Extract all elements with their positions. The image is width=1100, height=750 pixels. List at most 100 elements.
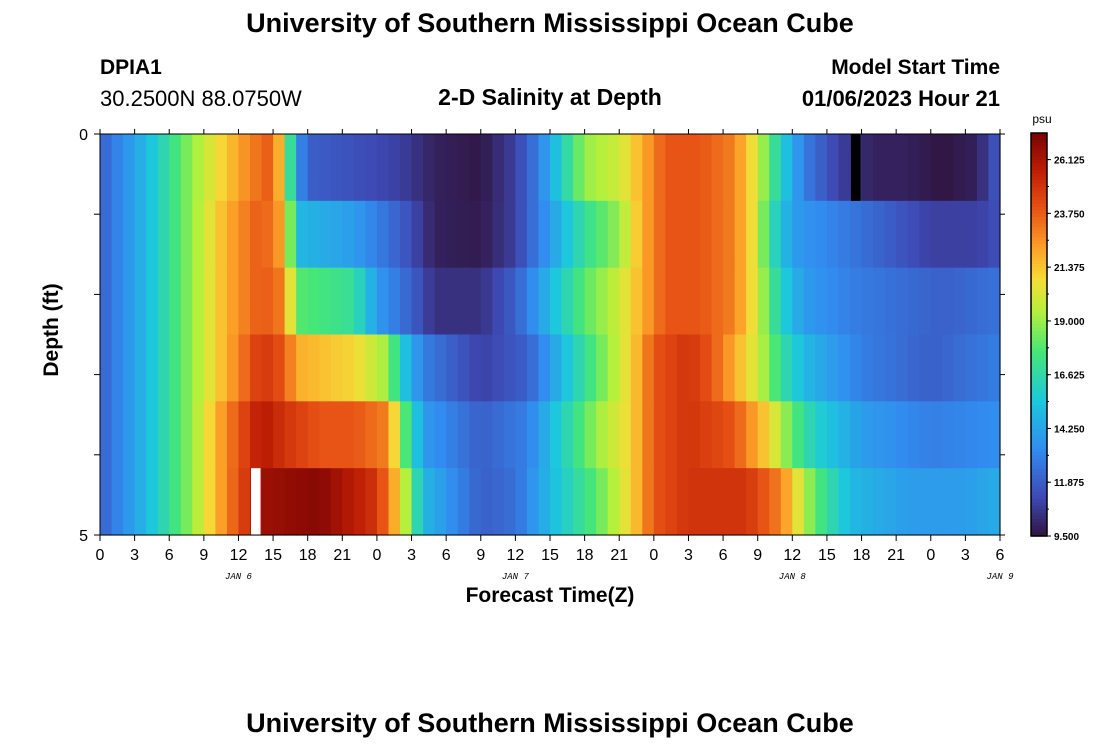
heatmap-cell xyxy=(457,200,470,269)
heatmap-cell xyxy=(873,401,886,469)
heatmap-cell xyxy=(526,200,540,269)
colorbar-segment xyxy=(1031,468,1047,473)
heatmap-cell xyxy=(838,401,851,469)
colorbar-tick-label: 14.250 xyxy=(1054,424,1085,435)
colorbar-segment xyxy=(1031,263,1047,268)
colorbar-segment xyxy=(1031,230,1047,235)
x-tick-label: 3 xyxy=(130,547,139,564)
heatmap-cell xyxy=(203,267,216,336)
heatmap-cell xyxy=(711,401,724,469)
heatmap-cell xyxy=(734,134,747,202)
heatmap-cell xyxy=(457,401,470,469)
heatmap-cell xyxy=(538,401,551,469)
heatmap-cell xyxy=(157,200,170,269)
heatmap-cell xyxy=(688,468,701,536)
heatmap-cell xyxy=(769,401,782,469)
heatmap-cell xyxy=(861,134,874,202)
heatmap-cell xyxy=(769,200,782,269)
heatmap-cell xyxy=(400,267,413,336)
colorbar-segment xyxy=(1031,190,1047,195)
day-label: JAN 9 xyxy=(986,572,1014,582)
heatmap-cell xyxy=(873,200,886,269)
heatmap-cell xyxy=(619,401,632,469)
heatmap-cell xyxy=(930,200,943,269)
heatmap-cell xyxy=(273,401,286,469)
heatmap-cell xyxy=(434,267,447,336)
heatmap-cell xyxy=(434,200,447,269)
heatmap-cell xyxy=(919,468,932,536)
x-tick-label: 0 xyxy=(372,547,381,564)
heatmap-cell xyxy=(792,334,805,402)
heatmap-cell xyxy=(953,468,966,536)
heatmap-cell xyxy=(619,200,632,269)
x-tick-label: 9 xyxy=(199,547,208,564)
heatmap-cell xyxy=(480,334,493,402)
colorbar-segment xyxy=(1031,274,1047,279)
heatmap-cell xyxy=(388,401,401,469)
heatmap-cell xyxy=(353,134,366,202)
colorbar-segment xyxy=(1031,364,1047,369)
heatmap-cell xyxy=(192,200,205,269)
heatmap-cell xyxy=(780,468,793,536)
heatmap-cell xyxy=(746,134,759,202)
heatmap-cell xyxy=(700,334,713,402)
heatmap-cell xyxy=(907,134,920,202)
heatmap-cell xyxy=(734,401,747,469)
heatmap-cell xyxy=(965,401,978,469)
heatmap-cell xyxy=(284,401,297,469)
heatmap-cell xyxy=(550,401,563,469)
colorbar-segment xyxy=(1031,384,1047,389)
heatmap-cell xyxy=(203,468,216,536)
colorbar-segment xyxy=(1031,478,1047,483)
heatmap-cell xyxy=(457,267,470,336)
heatmap-cell xyxy=(988,200,1001,269)
heatmap-cell xyxy=(503,267,516,336)
heatmap-cell xyxy=(561,334,574,402)
heatmap-cell xyxy=(688,267,701,336)
colorbar-segment xyxy=(1031,411,1047,416)
colorbar-segment xyxy=(1031,210,1047,215)
heatmap-cell xyxy=(861,334,874,402)
heatmap-cell xyxy=(826,401,840,469)
heatmap-cell xyxy=(826,468,840,536)
colorbar-segment xyxy=(1031,156,1047,161)
colorbar-segment xyxy=(1031,391,1047,396)
heatmap-cell xyxy=(630,468,643,536)
colorbar-segment xyxy=(1031,250,1047,255)
heatmap-cell xyxy=(169,468,182,536)
heatmap-cell xyxy=(365,134,378,202)
heatmap-cell xyxy=(365,267,378,336)
heatmap-cell xyxy=(215,134,228,202)
heatmap-cell xyxy=(550,134,563,202)
colorbar-segment xyxy=(1031,529,1047,534)
heatmap-cell xyxy=(180,468,193,536)
heatmap-cell xyxy=(169,334,182,402)
heatmap-cell xyxy=(353,200,366,269)
heatmap-cell xyxy=(976,468,990,536)
heatmap-cell xyxy=(676,468,690,536)
colorbar-segment xyxy=(1031,310,1047,315)
heatmap-cell xyxy=(400,468,413,536)
colorbar-segment xyxy=(1031,515,1047,520)
heatmap-cell xyxy=(376,200,390,269)
heatmap-cell xyxy=(515,267,528,336)
heatmap-cell xyxy=(319,334,332,402)
colorbar-segment xyxy=(1031,294,1047,299)
heatmap-cell xyxy=(307,267,320,336)
colorbar-segment xyxy=(1031,425,1047,430)
heatmap-cell xyxy=(261,401,274,469)
heatmap-cell xyxy=(792,468,805,536)
heatmap-cell xyxy=(192,334,205,402)
colorbar-segment xyxy=(1031,347,1047,352)
heatmap-cell xyxy=(676,334,690,402)
heatmap-cell xyxy=(434,334,447,402)
x-tick-label: 15 xyxy=(264,547,282,564)
heatmap-cell xyxy=(342,134,355,202)
heatmap-cell xyxy=(896,334,909,402)
colorbar-segment xyxy=(1031,277,1047,282)
heatmap-cell xyxy=(134,267,147,336)
heatmap-cell xyxy=(226,267,240,336)
colorbar-segment xyxy=(1031,418,1047,423)
heatmap-cell xyxy=(596,334,609,402)
heatmap-cell xyxy=(123,200,136,269)
